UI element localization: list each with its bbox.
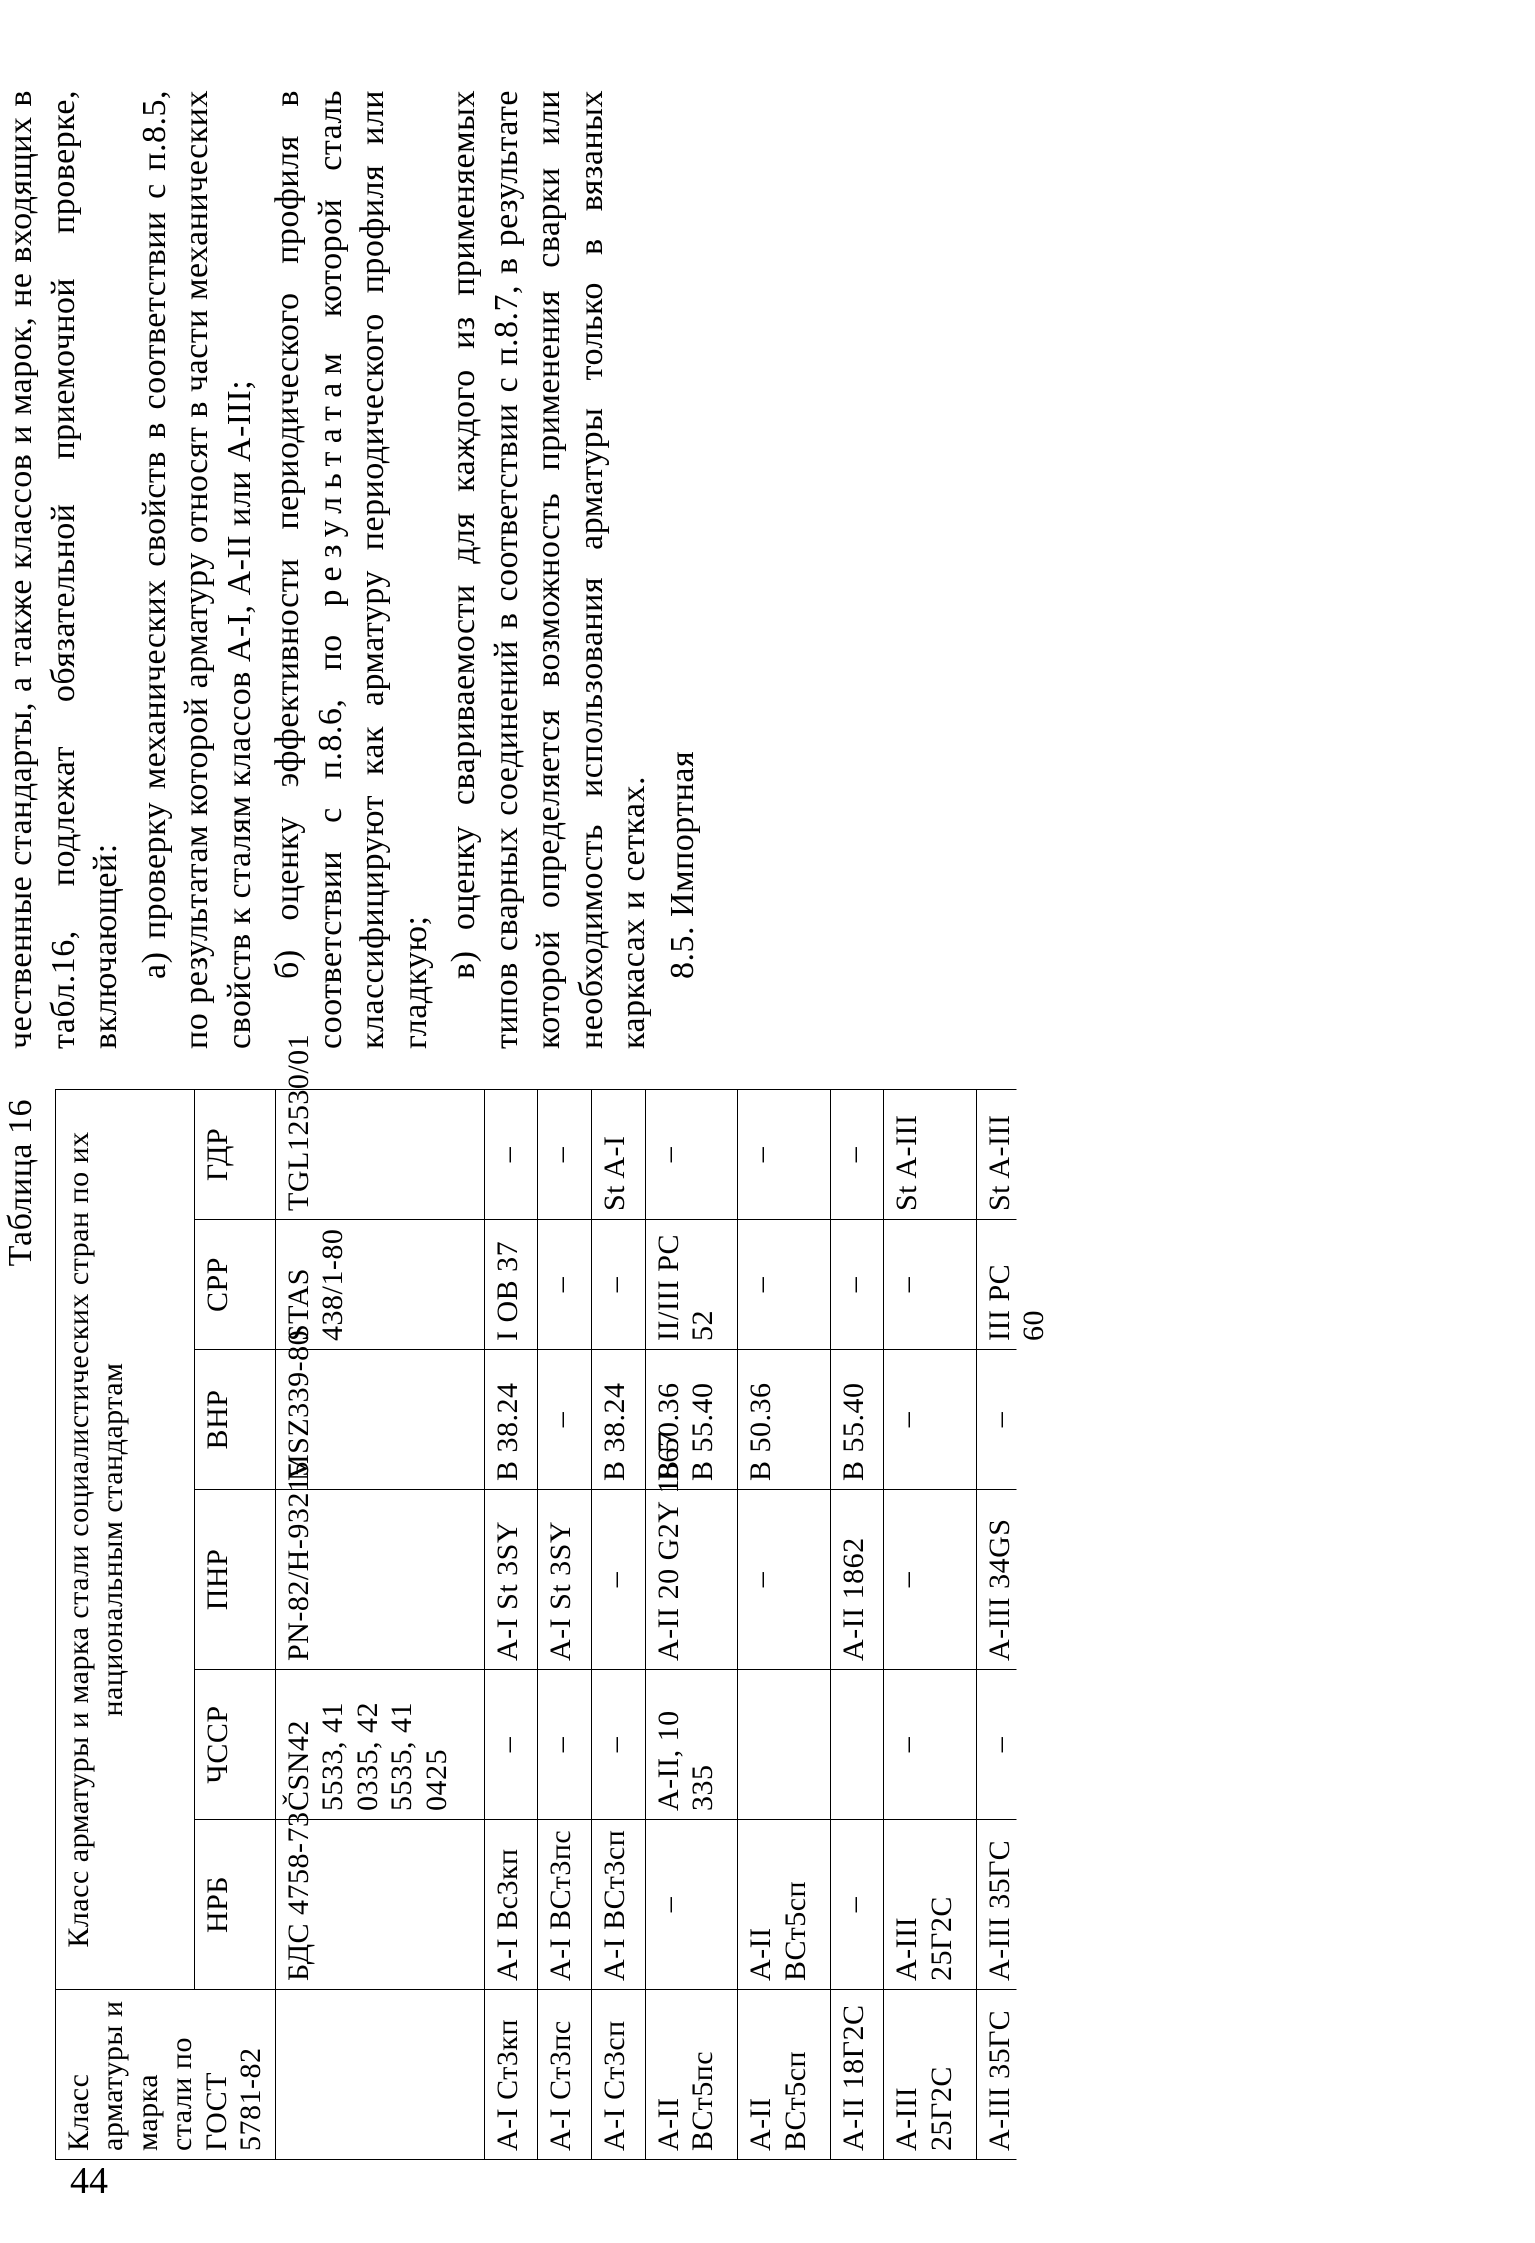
cell: – xyxy=(645,1820,738,1990)
cell: А-II ВСт5пс xyxy=(645,1990,738,2160)
cell: – xyxy=(484,1670,538,1820)
cell: ČSN42 5533, 41 0335, 42 5535, 41 0425 xyxy=(275,1670,484,1820)
table-row: А-III 35ГС А-III 35ГС – А-III 34GS – III… xyxy=(976,1089,1069,2159)
cell: – xyxy=(538,1670,592,1820)
cell: A-I St 3SY xyxy=(484,1490,538,1670)
col-head: ГДР xyxy=(194,1089,275,1219)
table-caption: Таблица 16 xyxy=(0,1099,43,2160)
cell: – xyxy=(884,1350,977,1490)
col-head: ПНР xyxy=(194,1490,275,1670)
table-row: А-II 18Г2С – А-II 1862 B 55.40 – – xyxy=(830,1089,884,2159)
cell: А-III 34GS xyxy=(976,1490,1069,1670)
table-row: А-III 25Г2С А-III 25Г2С – – – – St A-III xyxy=(884,1089,977,2159)
body-text: чественные стандарты, а также классов и … xyxy=(0,90,979,1089)
para: б) оценку эффективности периодического п… xyxy=(267,90,437,1049)
table-row: А-I Ст3пс А-I ВСт3пс – A-I St 3SY – – – xyxy=(538,1089,592,2159)
cell: – xyxy=(538,1350,592,1490)
para: а) проверку механических свойств в соотв… xyxy=(134,90,262,1049)
cell: II/III PC 52 xyxy=(645,1220,738,1350)
cell: – xyxy=(884,1220,977,1350)
cell: БДС 4758-73 xyxy=(275,1820,484,1990)
cell: А-I Ст3кп xyxy=(484,1990,538,2160)
cell: А-I ВСт3сп xyxy=(592,1820,646,1990)
table-row: А-I Ст3кп А-I Вс3кп – A-I St 3SY B 38.24… xyxy=(484,1089,538,2159)
col-head: СРР xyxy=(194,1220,275,1350)
cell: А-II 20 G2Y 1867 xyxy=(645,1490,738,1670)
page-number: 44 xyxy=(70,2159,108,2203)
cell: А-III 35ГС xyxy=(976,1820,1069,1990)
cell: А-I ВСт3пс xyxy=(538,1820,592,1990)
cell: – xyxy=(976,1670,1069,1820)
cell: – xyxy=(738,1089,831,1219)
cell: – xyxy=(830,1220,884,1350)
cell xyxy=(275,1990,484,2160)
cell: – xyxy=(738,1490,831,1670)
cell: B 50.36 xyxy=(738,1350,831,1490)
cell: B 50.36 B 55.40 xyxy=(645,1350,738,1490)
cell: А-II 1862 xyxy=(830,1490,884,1670)
cell: St A-III xyxy=(884,1089,977,1219)
cell: А-II ВСт5сп xyxy=(738,1990,831,2160)
cell: – xyxy=(484,1089,538,1219)
col-head-left: Класс арматуры и марка стали по ГОСТ 578… xyxy=(55,1990,275,2160)
cell: – xyxy=(592,1670,646,1820)
cell: B 38.24 xyxy=(484,1350,538,1490)
cell: – xyxy=(592,1490,646,1670)
cell: III PC 60 xyxy=(976,1220,1069,1350)
cell: А-I Вс3кп xyxy=(484,1820,538,1990)
table-row: А-II ВСт5сп А-II ВСт5сп – B 50.36 – – xyxy=(738,1089,831,2159)
table-row: А-II ВСт5пс – А-II, 10 335 А-II 20 G2Y 1… xyxy=(645,1089,738,2159)
cell: А-I Ст3сп xyxy=(592,1990,646,2160)
cell xyxy=(830,1670,884,1820)
cell: TGL12530/01 xyxy=(275,1089,484,1219)
cell: PN-82/H-93215 xyxy=(275,1490,484,1670)
cell: А-II ВСт5сп xyxy=(738,1820,831,1990)
cell: А-II, 10 335 xyxy=(645,1670,738,1820)
cell: – xyxy=(738,1220,831,1350)
cell: MSZ339-80 xyxy=(275,1350,484,1490)
para: в) оценку свариваемости для каждого из п… xyxy=(443,90,656,1049)
cell: – xyxy=(538,1220,592,1350)
cell: – xyxy=(830,1089,884,1219)
para: 8.5. Импортная xyxy=(662,90,705,1049)
cell: – xyxy=(830,1820,884,1990)
cell: St A-I xyxy=(592,1089,646,1219)
cell: B 55.40 xyxy=(830,1350,884,1490)
cell: STAS 438/1-80 xyxy=(275,1220,484,1350)
cell: I OB 37 xyxy=(484,1220,538,1350)
cell: – xyxy=(976,1350,1069,1490)
cell: – xyxy=(884,1670,977,1820)
col-head: ЧССР xyxy=(194,1670,275,1820)
cell: – xyxy=(538,1089,592,1219)
table-row: Класс арматуры и марка стали по ГОСТ 578… xyxy=(55,1089,194,2159)
table-row: А-I Ст3сп А-I ВСт3сп – – B 38.24 – St A-… xyxy=(592,1089,646,2159)
para: чественные стандарты, а также классов и … xyxy=(0,90,128,1049)
cell: – xyxy=(884,1490,977,1670)
cell: A-I St 3SY xyxy=(538,1490,592,1670)
table-16: Класс арматуры и марка стали по ГОСТ 578… xyxy=(55,1089,980,2160)
cell: А-I Ст3пс xyxy=(538,1990,592,2160)
cell: А-III 35ГС xyxy=(976,1990,1069,2160)
cell: А-III 25Г2С xyxy=(884,1990,977,2160)
cell xyxy=(738,1670,831,1820)
cell: А-III 25Г2С xyxy=(884,1820,977,1990)
col-head-group: Класс арматуры и марка стали социалистич… xyxy=(55,1089,194,1989)
table-block: Таблица 16 Класс арматуры и марка стали … xyxy=(0,1089,979,2160)
emph-text: результатам xyxy=(312,345,349,606)
cell: B 38.24 xyxy=(592,1350,646,1490)
cell: – xyxy=(645,1089,738,1219)
col-head: НРБ xyxy=(194,1820,275,1990)
cell: St A-III xyxy=(976,1089,1069,1219)
col-head: ВНР xyxy=(194,1350,275,1490)
cell: – xyxy=(592,1220,646,1350)
cell: А-II 18Г2С xyxy=(830,1990,884,2160)
table-row: БДС 4758-73 ČSN42 5533, 41 0335, 42 5535… xyxy=(275,1089,484,2159)
